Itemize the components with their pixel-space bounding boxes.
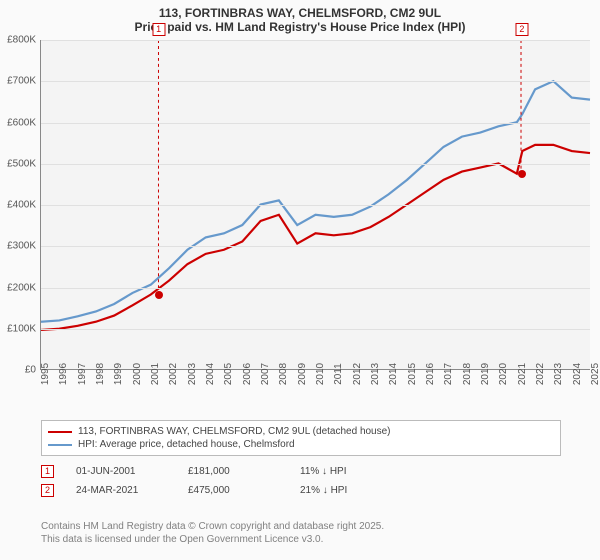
y-tick-label: £600K	[4, 117, 36, 128]
sale-row: 2 24-MAR-2021 £475,000 21% ↓ HPI	[41, 481, 561, 500]
footer-line-2: This data is licensed under the Open Gov…	[41, 533, 561, 546]
x-tick-label: 1997	[77, 363, 88, 385]
y-tick-label: £800K	[4, 35, 36, 46]
sale-date: 24-MAR-2021	[76, 485, 166, 496]
x-tick-label: 2010	[315, 363, 326, 385]
x-tick-label: 2020	[498, 363, 509, 385]
x-tick-label: 2003	[187, 363, 198, 385]
gridline	[41, 164, 590, 165]
sale-delta: 11% ↓ HPI	[300, 466, 390, 477]
marker-dot	[155, 291, 163, 299]
gridline	[41, 123, 590, 124]
footer-line-1: Contains HM Land Registry data © Crown c…	[41, 520, 561, 533]
series-line	[41, 81, 590, 322]
y-tick-label: £0	[4, 365, 36, 376]
x-tick-label: 2019	[480, 363, 491, 385]
legend-item: 113, FORTINBRAS WAY, CHELMSFORD, CM2 9UL…	[48, 425, 554, 438]
x-tick-label: 2006	[242, 363, 253, 385]
sale-delta: 21% ↓ HPI	[300, 485, 390, 496]
x-tick-label: 2021	[517, 363, 528, 385]
y-tick-label: £300K	[4, 241, 36, 252]
gridline	[41, 288, 590, 289]
legend-item: HPI: Average price, detached house, Chel…	[48, 438, 554, 451]
y-tick-label: £200K	[4, 282, 36, 293]
chart-title: 113, FORTINBRAS WAY, CHELMSFORD, CM2 9UL…	[0, 0, 600, 38]
sale-marker: 2	[41, 484, 54, 497]
chart: 12 £0 £100K £200K £300K £400K £500K £600K £700K…	[6, 40, 594, 410]
gridline	[41, 81, 590, 82]
footer: Contains HM Land Registry data © Crown c…	[41, 520, 561, 546]
plot-area: 12	[40, 40, 590, 370]
sale-price: £475,000	[188, 485, 278, 496]
y-tick-label: £400K	[4, 200, 36, 211]
x-tick-label: 1996	[58, 363, 69, 385]
x-tick-label: 2004	[205, 363, 216, 385]
gridline	[41, 246, 590, 247]
gridline	[41, 40, 590, 41]
marker-label: 2	[515, 23, 528, 36]
series-line	[41, 145, 590, 330]
sale-marker: 1	[41, 465, 54, 478]
marker-label: 1	[152, 23, 165, 36]
x-tick-label: 1998	[95, 363, 106, 385]
title-line-2: Price paid vs. HM Land Registry's House …	[0, 20, 600, 34]
marker-dot	[518, 170, 526, 178]
sale-price: £181,000	[188, 466, 278, 477]
x-tick-label: 2009	[297, 363, 308, 385]
x-tick-label: 2023	[553, 363, 564, 385]
y-tick-label: £700K	[4, 76, 36, 87]
gridline	[41, 205, 590, 206]
x-tick-label: 2005	[223, 363, 234, 385]
x-tick-label: 1995	[40, 363, 51, 385]
legend-swatch	[48, 444, 72, 446]
x-tick-label: 2014	[388, 363, 399, 385]
x-tick-label: 2018	[462, 363, 473, 385]
x-tick-label: 2008	[278, 363, 289, 385]
title-line-1: 113, FORTINBRAS WAY, CHELMSFORD, CM2 9UL	[0, 6, 600, 20]
x-tick-label: 2000	[132, 363, 143, 385]
legend-label: HPI: Average price, detached house, Chel…	[78, 439, 295, 450]
x-tick-label: 1999	[113, 363, 124, 385]
y-tick-label: £500K	[4, 158, 36, 169]
x-tick-label: 2002	[168, 363, 179, 385]
sale-row: 1 01-JUN-2001 £181,000 11% ↓ HPI	[41, 462, 561, 481]
x-tick-label: 2022	[535, 363, 546, 385]
x-tick-label: 2025	[590, 363, 600, 385]
x-tick-label: 2013	[370, 363, 381, 385]
x-tick-label: 2012	[352, 363, 363, 385]
x-tick-label: 2011	[333, 363, 344, 385]
x-tick-label: 2007	[260, 363, 271, 385]
legend: 113, FORTINBRAS WAY, CHELMSFORD, CM2 9UL…	[41, 420, 561, 456]
sales-table: 1 01-JUN-2001 £181,000 11% ↓ HPI 2 24-MAR-202…	[41, 462, 561, 500]
x-tick-label: 2015	[407, 363, 418, 385]
legend-label: 113, FORTINBRAS WAY, CHELMSFORD, CM2 9UL…	[78, 426, 391, 437]
x-tick-label: 2016	[425, 363, 436, 385]
x-tick-label: 2001	[150, 363, 161, 385]
x-tick-label: 2017	[443, 363, 454, 385]
sale-date: 01-JUN-2001	[76, 466, 166, 477]
gridline	[41, 329, 590, 330]
legend-swatch	[48, 431, 72, 433]
x-tick-label: 2024	[572, 363, 583, 385]
y-tick-label: £100K	[4, 323, 36, 334]
